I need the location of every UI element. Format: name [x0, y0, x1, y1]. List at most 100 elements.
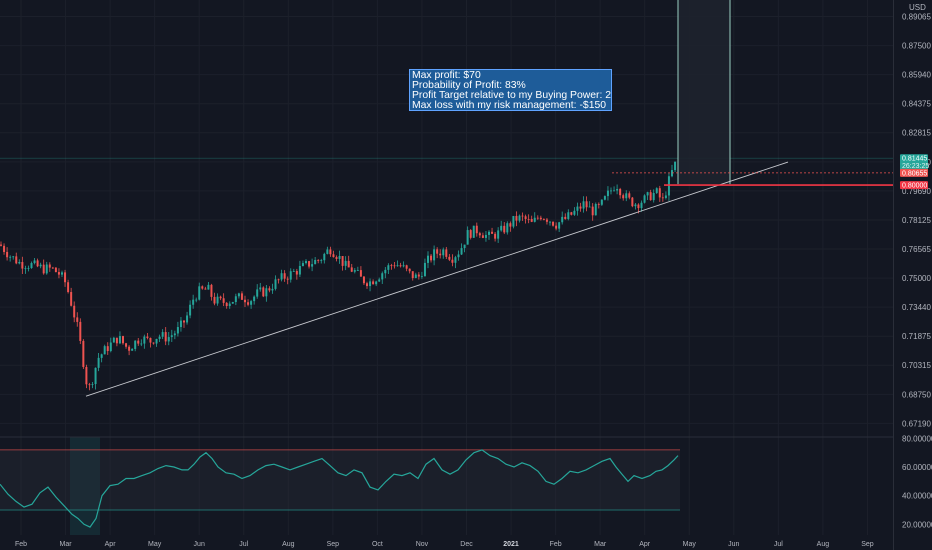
- candle-body: [646, 192, 649, 196]
- support-trendline: [85, 161, 789, 397]
- candle-body: [332, 254, 335, 258]
- candle-body: [567, 212, 570, 219]
- candle-body: [67, 282, 70, 293]
- candle-body: [140, 343, 143, 345]
- candle-body: [414, 274, 417, 279]
- candle-body: [518, 215, 521, 221]
- candle-body: [137, 340, 140, 344]
- candle-body: [524, 216, 527, 219]
- candle-body: [125, 343, 128, 347]
- candle-body: [603, 196, 606, 200]
- candle-body: [42, 264, 45, 274]
- candle-body: [542, 219, 545, 220]
- candle-body: [250, 301, 253, 305]
- candle-body: [314, 260, 317, 265]
- candle-body: [280, 273, 283, 280]
- candle-body: [478, 233, 481, 236]
- candle-body: [97, 357, 100, 368]
- candle-body: [652, 192, 655, 201]
- candle-body: [259, 287, 262, 290]
- candle-body: [54, 267, 57, 273]
- candle-body: [103, 346, 106, 355]
- candle-body: [417, 274, 420, 277]
- candle-body: [61, 272, 63, 275]
- band-fill: [0, 449, 680, 510]
- candle-body: [204, 288, 207, 290]
- candle-body: [433, 249, 436, 261]
- osc-tick-label: 80.00000: [902, 434, 932, 443]
- candle-body: [201, 286, 204, 289]
- candle-body: [292, 271, 295, 272]
- annotation-line: Profit Target relative to my Buying Powe…: [412, 90, 612, 101]
- candle-body: [82, 340, 85, 367]
- price-badge-label: 0.81445: [902, 156, 927, 163]
- annotation-line: Max loss with my risk management: -$150: [412, 100, 607, 111]
- candle-body: [48, 264, 51, 268]
- candle-body: [408, 268, 411, 272]
- trade-annotation[interactable]: Max profit: $70 Probability of Profit: 8…: [409, 69, 612, 111]
- x-tick-label: Aug: [817, 541, 830, 548]
- candle-body: [558, 222, 561, 229]
- candle-body: [613, 190, 616, 192]
- candle-body: [164, 332, 167, 342]
- candle-body: [45, 264, 48, 274]
- candle-body: [79, 321, 82, 341]
- annotation-line: Probability of Profit: 83%: [412, 80, 526, 91]
- candle-body: [488, 231, 490, 235]
- candle-body: [222, 298, 225, 303]
- y-tick-label: 0.79690: [902, 187, 931, 196]
- x-tick-label: Jul: [239, 541, 248, 548]
- oscillator-line: [0, 449, 679, 528]
- projection-area: [678, 0, 730, 185]
- y-tick-label: 0.68750: [902, 390, 931, 399]
- candle-body: [549, 221, 551, 223]
- candle-body: [134, 340, 137, 349]
- candle-body: [347, 260, 350, 268]
- candle-body: [161, 332, 164, 337]
- grid: [0, 157, 893, 159]
- x-tick-label: Oct: [372, 541, 383, 548]
- candle-body: [423, 262, 426, 277]
- candle-body: [503, 225, 506, 233]
- candle-body: [225, 302, 228, 307]
- candle-body: [420, 276, 423, 278]
- x-tick-label: Nov: [416, 541, 429, 548]
- candle-body: [509, 223, 512, 227]
- candle-body: [329, 249, 332, 255]
- candle-body: [244, 299, 246, 303]
- annotation-line: Max profit: $70: [412, 70, 481, 81]
- x-tick-label: 2021: [503, 541, 519, 548]
- candle-body: [27, 267, 30, 269]
- candle-body: [393, 265, 396, 267]
- candle-body: [579, 206, 582, 209]
- candle-body: [219, 296, 222, 299]
- candle-body: [512, 215, 515, 227]
- candle-body: [366, 283, 368, 287]
- candle-body: [24, 268, 27, 270]
- candle-body: [411, 271, 414, 279]
- candle-body: [430, 255, 433, 261]
- candle-body: [253, 296, 256, 302]
- candle-body: [664, 195, 667, 198]
- candle-body: [326, 249, 329, 254]
- x-tick-label: May: [148, 541, 162, 548]
- candle-body: [588, 206, 591, 208]
- candle-body: [115, 337, 118, 344]
- candle-body: [454, 257, 457, 263]
- candle-body: [594, 203, 597, 216]
- candle-body: [234, 296, 237, 302]
- x-tick-label: Feb: [550, 541, 562, 548]
- candle-body: [353, 270, 356, 272]
- candle-body: [381, 273, 384, 280]
- candle-body: [70, 292, 73, 306]
- candle-body: [289, 271, 292, 280]
- candle-body: [231, 301, 234, 304]
- candle-body: [152, 342, 155, 344]
- candle-body: [210, 284, 213, 297]
- candle-body: [91, 384, 94, 385]
- x-tick-label: May: [683, 541, 697, 548]
- x-tick-label: Jun: [728, 541, 739, 548]
- x-tick-label: Apr: [105, 541, 117, 548]
